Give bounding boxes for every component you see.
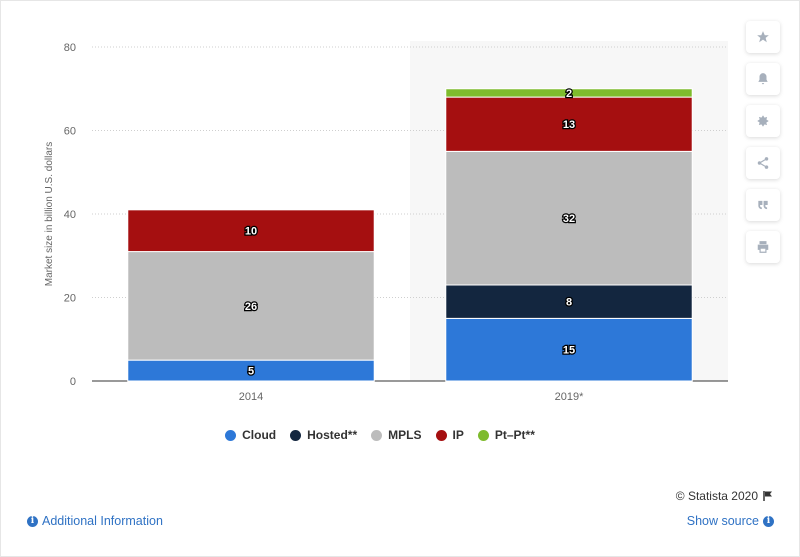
bar-segment — [445, 317, 693, 382]
y-tick-label: 20 — [64, 293, 76, 305]
cite-button[interactable] — [746, 189, 780, 221]
y-tick-label: 40 — [64, 209, 76, 221]
favorite-button[interactable] — [746, 21, 780, 53]
share-icon — [757, 157, 769, 169]
legend-marker — [477, 429, 489, 441]
legend-marker — [290, 429, 302, 441]
share-button[interactable] — [746, 147, 780, 179]
x-tick-label: 2019* — [555, 391, 584, 403]
legend-item[interactable]: Hosted** — [290, 428, 357, 442]
print-icon — [757, 241, 769, 253]
bar-segment — [445, 284, 693, 319]
data-label: 10 — [245, 226, 257, 238]
bar-segment — [445, 96, 693, 152]
bell-icon — [758, 73, 768, 85]
legend-label: Cloud — [242, 428, 277, 442]
legend-marker — [225, 429, 237, 441]
info-icon: i — [27, 515, 38, 527]
legend-item[interactable]: IP — [435, 428, 464, 442]
statista-credits[interactable]: © Statista 2020 — [676, 489, 774, 503]
chart-legend: Cloud Hosted** MPLS IP Pt–Pt** — [0, 428, 760, 442]
show-source-label: Show source — [686, 514, 759, 528]
legend-item[interactable]: Pt–Pt** — [477, 428, 535, 442]
data-label: 15 — [563, 345, 575, 357]
y-axis-title: Market size in billion U.S. dollars — [44, 142, 55, 287]
legend-item[interactable]: MPLS — [371, 428, 422, 442]
bar-segment — [445, 150, 693, 286]
data-label: 5 — [248, 366, 254, 378]
flag-icon — [763, 491, 772, 501]
legend-label: Pt–Pt** — [494, 428, 535, 442]
data-label: 13 — [563, 119, 575, 131]
data-label: 8 — [566, 297, 572, 309]
legend-label: IP — [452, 428, 464, 442]
legend-marker — [371, 429, 383, 441]
legend-label: MPLS — [388, 428, 422, 442]
gear-icon — [757, 115, 769, 127]
bar-segment — [127, 251, 375, 361]
notification-button[interactable] — [746, 63, 780, 95]
y-tick-label: 60 — [64, 126, 76, 138]
legend-marker — [435, 429, 447, 441]
info-icon: i — [763, 515, 774, 527]
y-tick-label: 0 — [70, 376, 76, 388]
show-source-link[interactable]: Show source i — [687, 514, 774, 528]
additional-information-label: Additional Information — [42, 514, 163, 528]
data-label: 32 — [563, 213, 575, 225]
bar-segment — [445, 88, 693, 98]
quote-icon — [758, 200, 768, 210]
legend-label: Hosted** — [307, 428, 358, 442]
x-tick-label: 2014 — [239, 391, 263, 403]
additional-information-link[interactable]: i Additional Information — [27, 514, 163, 528]
stacked-bar-chart: 0 20 40 60 80 Market size in billion U.S. dol… — [44, 41, 728, 403]
print-button[interactable] — [746, 231, 780, 263]
bar-segment — [127, 209, 375, 253]
settings-button[interactable] — [746, 105, 780, 137]
y-tick-label: 80 — [64, 42, 76, 54]
star-icon — [757, 31, 769, 43]
credits-text: © Statista 2020 — [675, 489, 758, 503]
data-label: 26 — [245, 301, 257, 313]
legend-item[interactable]: Cloud — [225, 428, 276, 442]
data-label: 2 — [566, 88, 572, 100]
